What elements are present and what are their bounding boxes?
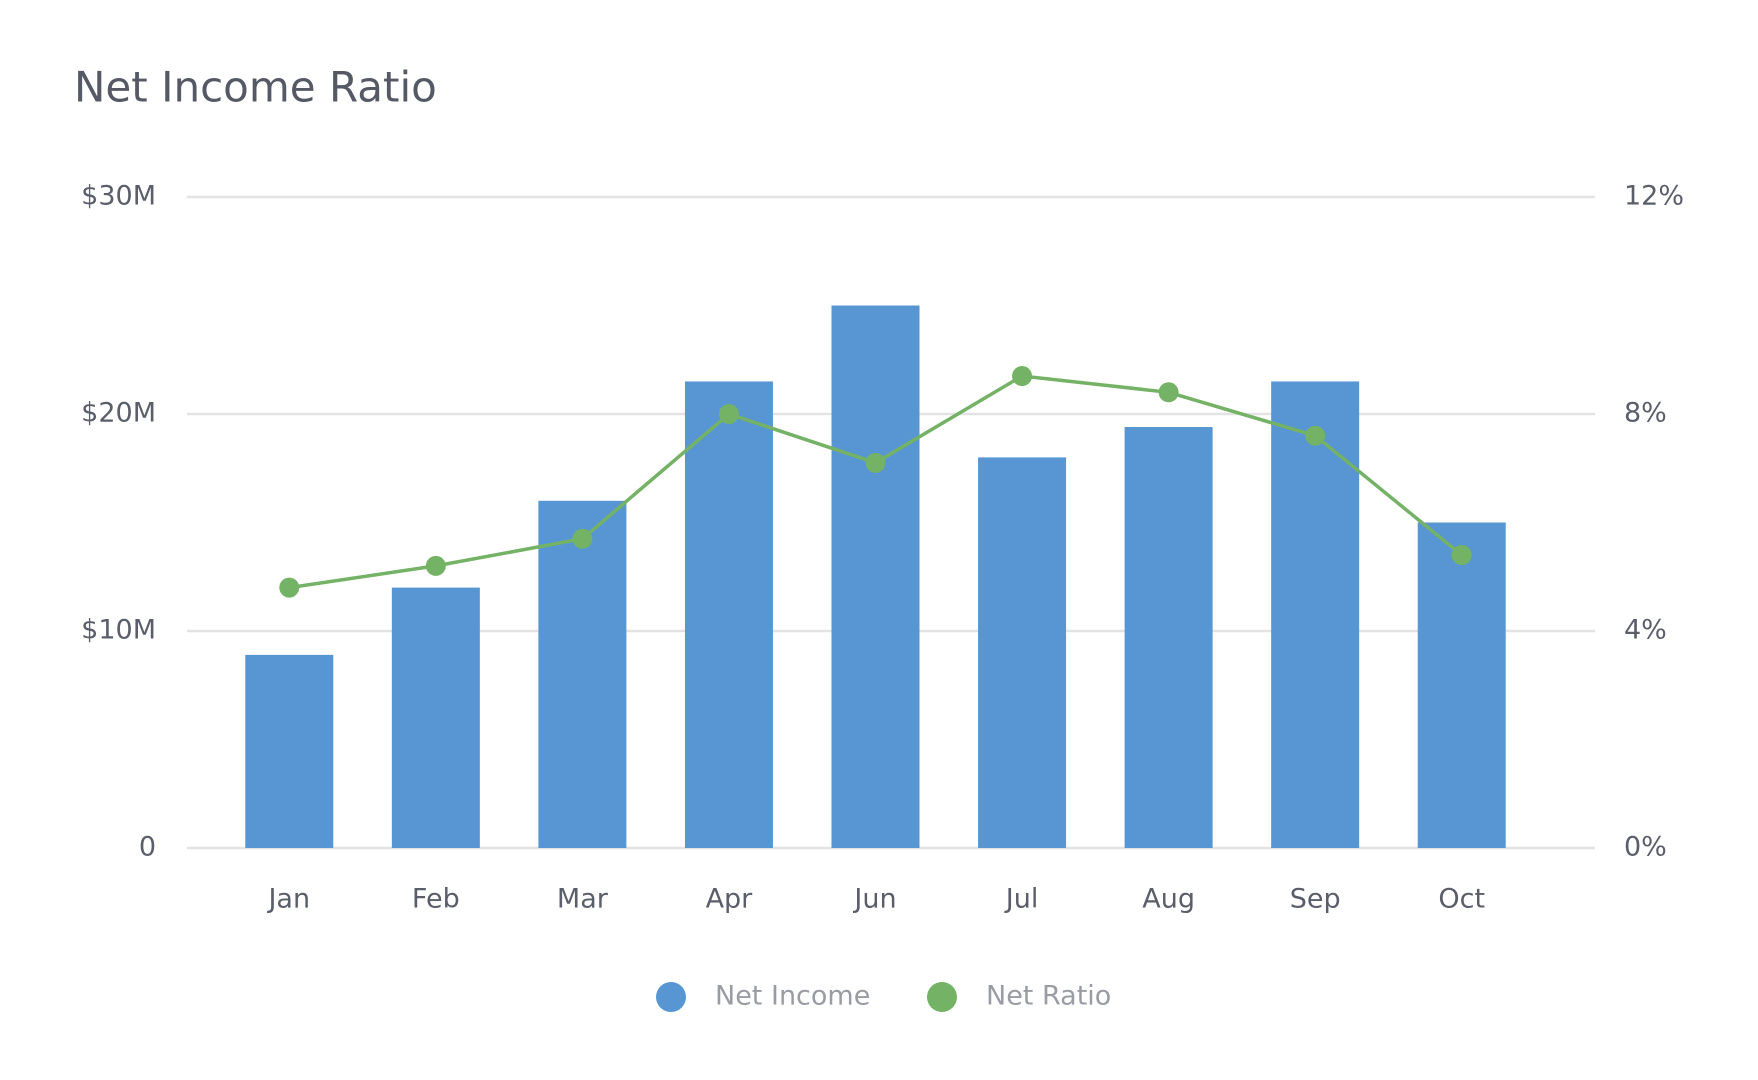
bar [978,457,1067,848]
x-tick-label: Sep [1290,884,1341,915]
y2-tick-label: 8% [1624,398,1667,429]
x-tick-label: Aug [1142,884,1195,915]
point [1451,545,1472,566]
bar [1417,522,1506,848]
bar [1124,427,1213,848]
y2-tick-label: 4% [1624,615,1667,646]
legend-label: Net Income [715,981,870,1012]
x-tick-label: Apr [706,884,754,915]
point [425,555,446,576]
y-tick-label: $20M [81,398,156,429]
bar [831,305,920,848]
x-tick-label: Jun [852,884,896,915]
y-tick-label: $10M [81,615,156,646]
bar [538,500,627,848]
y2-tick-label: 12% [1624,181,1684,212]
x-tick-label: Jul [1004,884,1039,915]
bar [391,587,480,848]
point [1012,366,1033,387]
point [1305,425,1326,446]
point [865,452,886,473]
y2-tick-label: 0% [1624,832,1667,863]
bar [684,381,773,848]
x-tick-label: Mar [557,884,609,915]
legend-marker [656,982,686,1012]
y-tick-label: 0 [139,832,156,863]
chart-title: Net Income Ratio [74,63,437,112]
point [279,577,300,598]
legend-marker [927,982,957,1012]
legend-label: Net Ratio [986,981,1111,1012]
bar [1271,381,1360,848]
point [1158,382,1179,403]
x-tick-label: Oct [1438,884,1485,915]
point [718,404,739,424]
y-tick-label: $30M [81,181,156,212]
x-tick-label: Feb [412,884,460,915]
point [572,528,593,549]
x-tick-label: Jan [266,884,310,915]
bar [245,654,334,848]
